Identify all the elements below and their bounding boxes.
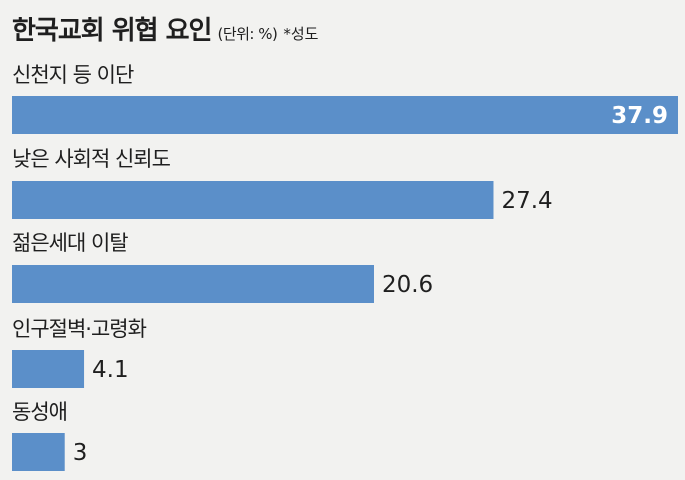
value-label: 37.9 xyxy=(611,103,668,129)
category-label: 인구절벽·고령화 xyxy=(12,317,147,341)
category-label: 낮은 사회적 신뢰도 xyxy=(12,147,171,171)
bar xyxy=(12,265,374,303)
bar xyxy=(12,433,65,471)
bar xyxy=(12,181,494,219)
value-label: 27.4 xyxy=(501,188,552,214)
unit-label: (단위: %) xyxy=(217,25,278,43)
note-label: *성도 xyxy=(283,25,319,43)
value-label: 4.1 xyxy=(92,357,129,383)
chart-title: 한국교회 위협 요인 xyxy=(12,16,212,46)
category-label: 신천지 등 이단 xyxy=(12,63,134,87)
bar xyxy=(12,350,85,388)
bar xyxy=(12,96,678,134)
category-label: 젊은세대 이탈 xyxy=(12,231,128,255)
value-label: 20.6 xyxy=(382,272,433,298)
value-label: 3 xyxy=(73,440,88,466)
category-label: 동성애 xyxy=(12,400,67,424)
title-row: 한국교회 위협 요인 (단위: %) *성도 xyxy=(12,10,318,47)
